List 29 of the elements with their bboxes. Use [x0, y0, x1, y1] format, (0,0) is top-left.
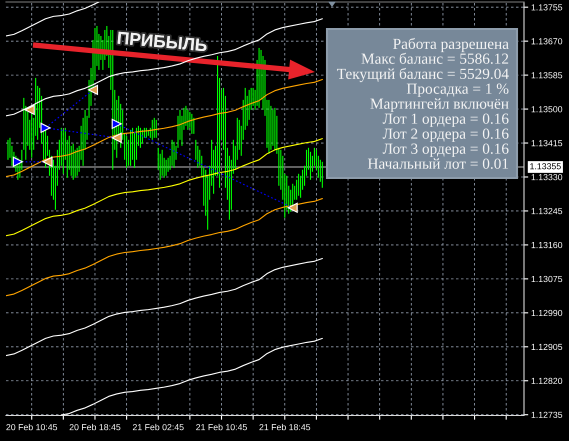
annotation: Просадка = 1 %	[406, 84, 508, 97]
y-tick-label: 1.12990	[532, 310, 562, 316]
y-tick-label: 1.13585	[532, 72, 562, 78]
y-tick-label: 1.13245	[532, 208, 562, 214]
ref-line-label: 1.13355	[530, 163, 561, 170]
annotation: Мартингейл включён	[370, 98, 509, 112]
annotation: Макс баланс = 5586.12	[361, 52, 508, 64]
y-tick-label: 1.12820	[532, 378, 562, 384]
y-tick-label: 1.13330	[532, 174, 562, 180]
y-tick-label: 1.13160	[532, 242, 562, 248]
y-tick-label: 1.13670	[532, 38, 562, 44]
annotation: Лот 3 ордера = 0.16	[382, 144, 509, 157]
annotation: Лот 2 ордера = 0.16	[382, 128, 509, 142]
x-tick-label: 21 Feb 18:45	[259, 424, 310, 430]
y-tick-label: 1.13500	[532, 106, 562, 112]
annotation: Работа разрешена	[393, 38, 509, 52]
x-tick-label: 21 Feb 10:45	[196, 424, 247, 430]
annotation: ПРИБЫЛЬ	[118, 32, 208, 52]
x-tick-label: 20 Feb 18:45	[70, 424, 120, 430]
y-tick-label: 1.13415	[532, 140, 562, 146]
annotation: Текущий баланс = 5529.04	[336, 68, 509, 82]
x-tick-label: 21 Feb 02:45	[132, 424, 184, 430]
y-tick-label: 1.13755	[532, 4, 562, 10]
x-tick-label: 20 Feb 10:45	[6, 424, 58, 430]
y-tick-label: 1.12735	[532, 412, 562, 418]
annotation: Лот 1 ордера = 0.16	[382, 114, 509, 127]
annotation: Начальный лот = 0.01	[368, 158, 508, 169]
y-tick-label: 1.12905	[532, 344, 562, 350]
y-tick-label: 1.13075	[532, 276, 562, 282]
